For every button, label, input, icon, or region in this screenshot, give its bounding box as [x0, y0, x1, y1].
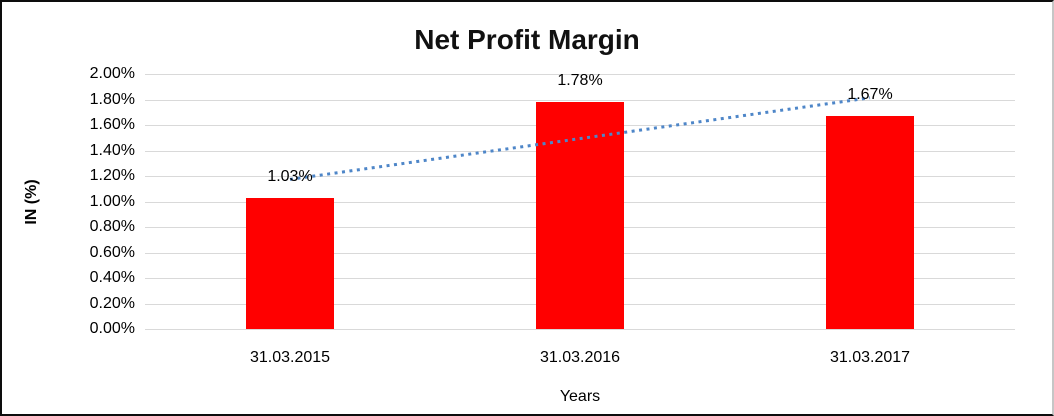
- y-axis-tick-label: 1.80%: [89, 90, 135, 108]
- gridline: [145, 329, 1015, 330]
- gridline: [145, 74, 1015, 75]
- x-axis-title: Years: [559, 388, 601, 405]
- plot-area: [145, 74, 1015, 330]
- y-axis-tick-label: 0.40%: [89, 269, 135, 286]
- bar-value-label: 1.78%: [557, 72, 603, 89]
- y-axis-title: IN (%): [23, 179, 40, 225]
- chart-title: Net Profit Margin: [414, 24, 640, 55]
- y-axis-tick-label: 0.20%: [89, 294, 135, 312]
- y-axis-tick-label: 1.20%: [89, 167, 135, 184]
- y-axis-tick-label: 1.00%: [89, 192, 135, 210]
- bar-31.03.2017: [826, 116, 914, 329]
- x-axis-tick-label: 31.03.2015: [249, 349, 331, 366]
- bar-value-label: 1.03%: [267, 168, 313, 185]
- x-axis-tick-label: 31.03.2016: [539, 349, 621, 366]
- y-axis-tick-label: 2.00%: [89, 65, 135, 82]
- bar-31.03.2016: [536, 102, 624, 329]
- y-axis-tick-label: 0.60%: [89, 243, 135, 261]
- y-axis-tick-label: 1.60%: [89, 116, 135, 133]
- y-axis-tick-label: 0.80%: [89, 218, 135, 235]
- x-axis-tick-label: 31.03.2017: [829, 349, 911, 366]
- y-axis-tick-label: 1.40%: [89, 141, 135, 159]
- y-axis-tick-label: 0.00%: [89, 320, 135, 337]
- bar-31.03.2015: [246, 198, 334, 329]
- bar-value-label: 1.67%: [847, 86, 893, 103]
